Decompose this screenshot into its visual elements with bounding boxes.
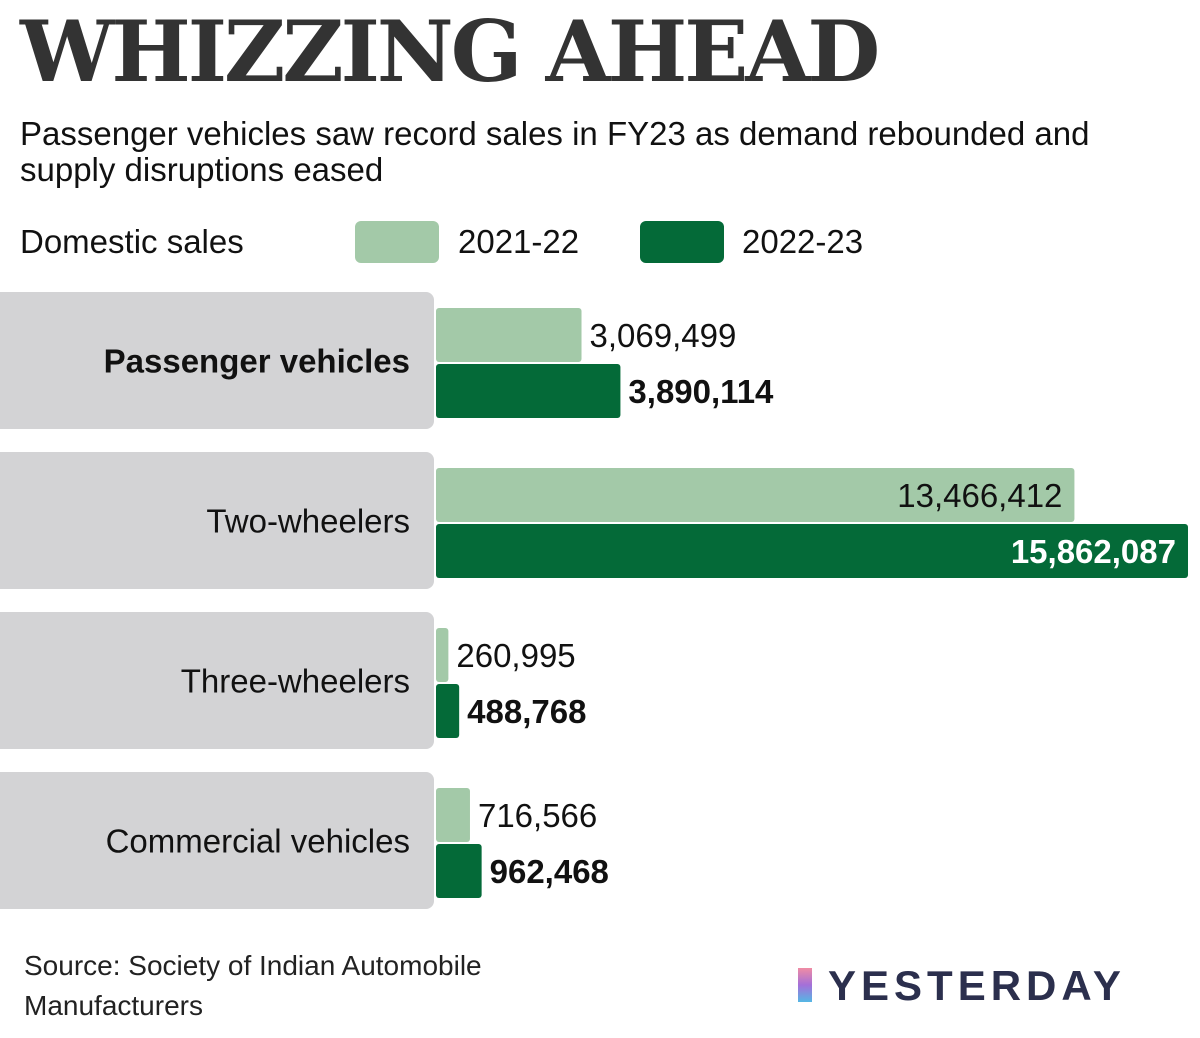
category-panel [0,452,434,589]
bar-2022-23 [436,524,1188,578]
category-panel [0,612,434,749]
data-label-2021-22: 3,069,499 [590,317,737,354]
category-label: Passenger vehicles [104,343,410,380]
bar-2021-22 [436,308,582,362]
bar-2021-22 [436,468,1075,522]
category-label: Commercial vehicles [106,823,410,860]
data-label-2022-23: 3,890,114 [628,373,774,410]
source-note: Source: Society of Indian Automobile Man… [24,950,482,1021]
category-label: Two-wheelers [206,503,410,540]
data-label-2021-22: 260,995 [456,637,575,674]
legend-title: Domestic sales [20,223,244,260]
legend-label-2021-22: 2021-22 [458,223,580,260]
data-label-2022-23: 15,862,087 [1011,533,1176,570]
bar-chart: Passenger vehicles 3,069,499 3,890,114 Two-… [0,292,1188,909]
bar-2021-22 [436,788,470,842]
category-panel [0,292,434,429]
legend-swatch-2022-23 [640,221,724,263]
chart-title: WHIZZING AHEAD [20,2,880,101]
legend-label-2022-23: 2022-23 [742,223,864,260]
legend-swatch-2021-22 [355,221,439,263]
bar-2022-23 [436,364,621,418]
brand-logo-mark [798,968,812,1002]
bar-2021-22 [436,628,449,682]
bar-2022-23 [436,844,482,898]
data-label-2021-22: 716,566 [478,797,597,834]
category-label: Three-wheelers [181,663,410,700]
bar-2022-23 [436,684,460,738]
data-label-2022-23: 488,768 [467,693,586,730]
data-label-2021-22: 13,466,412 [897,477,1062,514]
chart-subtitle: Passenger vehicles saw record sales in F… [20,115,1090,189]
category-panel [0,772,434,909]
data-label-2022-23: 962,468 [490,853,609,890]
brand-logo: YESTERDAY [828,962,1126,1009]
